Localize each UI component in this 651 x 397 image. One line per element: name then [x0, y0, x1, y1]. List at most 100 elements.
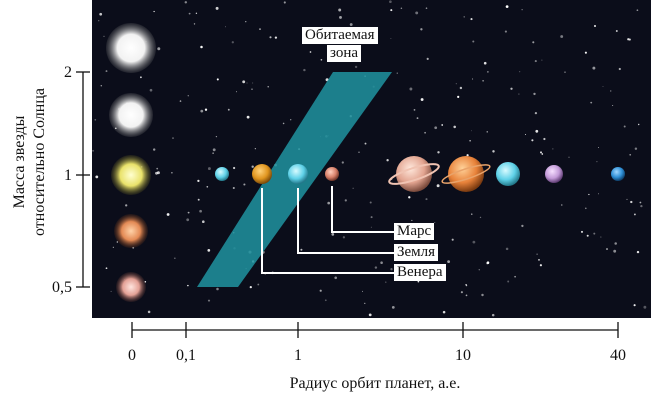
background-star [636, 9, 639, 12]
background-star [453, 125, 456, 129]
planet-pluto [611, 167, 625, 181]
background-star [339, 15, 342, 19]
background-star [331, 233, 335, 236]
callout-venus: Венера [394, 264, 446, 281]
background-star [274, 36, 278, 39]
background-star [535, 129, 539, 133]
background-star [540, 151, 542, 154]
background-star [560, 35, 564, 38]
background-star [358, 151, 360, 153]
background-star [232, 166, 236, 170]
background-star [155, 171, 158, 175]
background-star [112, 246, 114, 248]
background-star [369, 201, 372, 204]
background-star [396, 72, 398, 74]
background-star [235, 91, 238, 93]
background-star [633, 213, 636, 216]
planet-uranus [496, 162, 520, 186]
background-star [300, 248, 303, 251]
star-orange [114, 214, 148, 248]
background-star [324, 299, 327, 302]
background-star [184, 1, 188, 4]
background-star [541, 59, 543, 61]
background-star [416, 117, 419, 120]
background-star [344, 199, 347, 202]
background-star [417, 280, 420, 283]
background-star [636, 250, 640, 254]
background-star [424, 131, 426, 134]
background-star [588, 193, 590, 196]
background-star [425, 7, 428, 9]
x-tick-0: 0 [128, 347, 136, 364]
background-star [251, 165, 254, 168]
background-star [216, 78, 219, 81]
background-star [471, 213, 473, 215]
background-star [459, 86, 463, 90]
background-star [140, 76, 142, 79]
background-star [319, 289, 322, 292]
star-white [109, 93, 153, 137]
background-star [206, 185, 209, 188]
background-star [187, 211, 190, 214]
background-star [195, 12, 198, 14]
background-star [179, 100, 182, 102]
background-star [400, 7, 403, 10]
background-star [385, 281, 387, 283]
callout-line-earth [297, 188, 394, 254]
y-tick-2: 2 [64, 64, 72, 81]
background-star [482, 79, 484, 82]
background-star [374, 266, 378, 269]
background-star [232, 186, 235, 190]
background-star [514, 275, 516, 278]
background-star [231, 41, 234, 44]
habitable-zone-label-line1: Обитаемая [302, 27, 378, 44]
y-tick-1: 1 [64, 167, 72, 184]
background-star [149, 88, 153, 92]
callout-line-mars [331, 186, 394, 233]
x-axis-label: Радиус орбит планет, а.е. [290, 375, 461, 392]
background-star [586, 234, 589, 237]
background-star [370, 226, 372, 228]
background-star [455, 83, 457, 85]
x-axis [131, 322, 619, 338]
background-star [245, 21, 247, 23]
background-star [409, 87, 413, 91]
background-star [596, 160, 598, 163]
background-star [504, 30, 507, 33]
background-star [505, 5, 509, 8]
background-star [204, 108, 208, 111]
habitable-zone-label-line2: зона [327, 45, 362, 62]
x-tick-10: 10 [455, 347, 471, 364]
background-star [105, 267, 108, 270]
background-star [564, 71, 566, 73]
background-star [252, 82, 254, 84]
background-star [465, 284, 468, 287]
starfield-background [92, 0, 651, 318]
background-star [507, 280, 510, 283]
background-star [441, 124, 444, 126]
background-star [290, 119, 292, 121]
background-star [466, 154, 469, 157]
background-star [282, 122, 285, 125]
background-star [581, 230, 583, 233]
background-star [633, 304, 636, 307]
background-star [615, 30, 618, 32]
background-star [426, 57, 429, 60]
background-star [593, 232, 596, 235]
background-star [380, 261, 383, 264]
planet-jupiter [448, 156, 484, 192]
background-star [592, 66, 596, 70]
background-star [227, 108, 230, 111]
background-star [364, 142, 367, 145]
background-star [600, 236, 602, 238]
background-star [472, 78, 474, 80]
background-star [552, 148, 554, 150]
background-star [207, 299, 211, 302]
background-star [92, 149, 95, 152]
background-star [341, 161, 344, 164]
background-star [594, 25, 596, 27]
planet-mars [325, 167, 339, 181]
background-star [246, 82, 248, 84]
background-star [434, 221, 436, 223]
background-star [481, 293, 484, 297]
